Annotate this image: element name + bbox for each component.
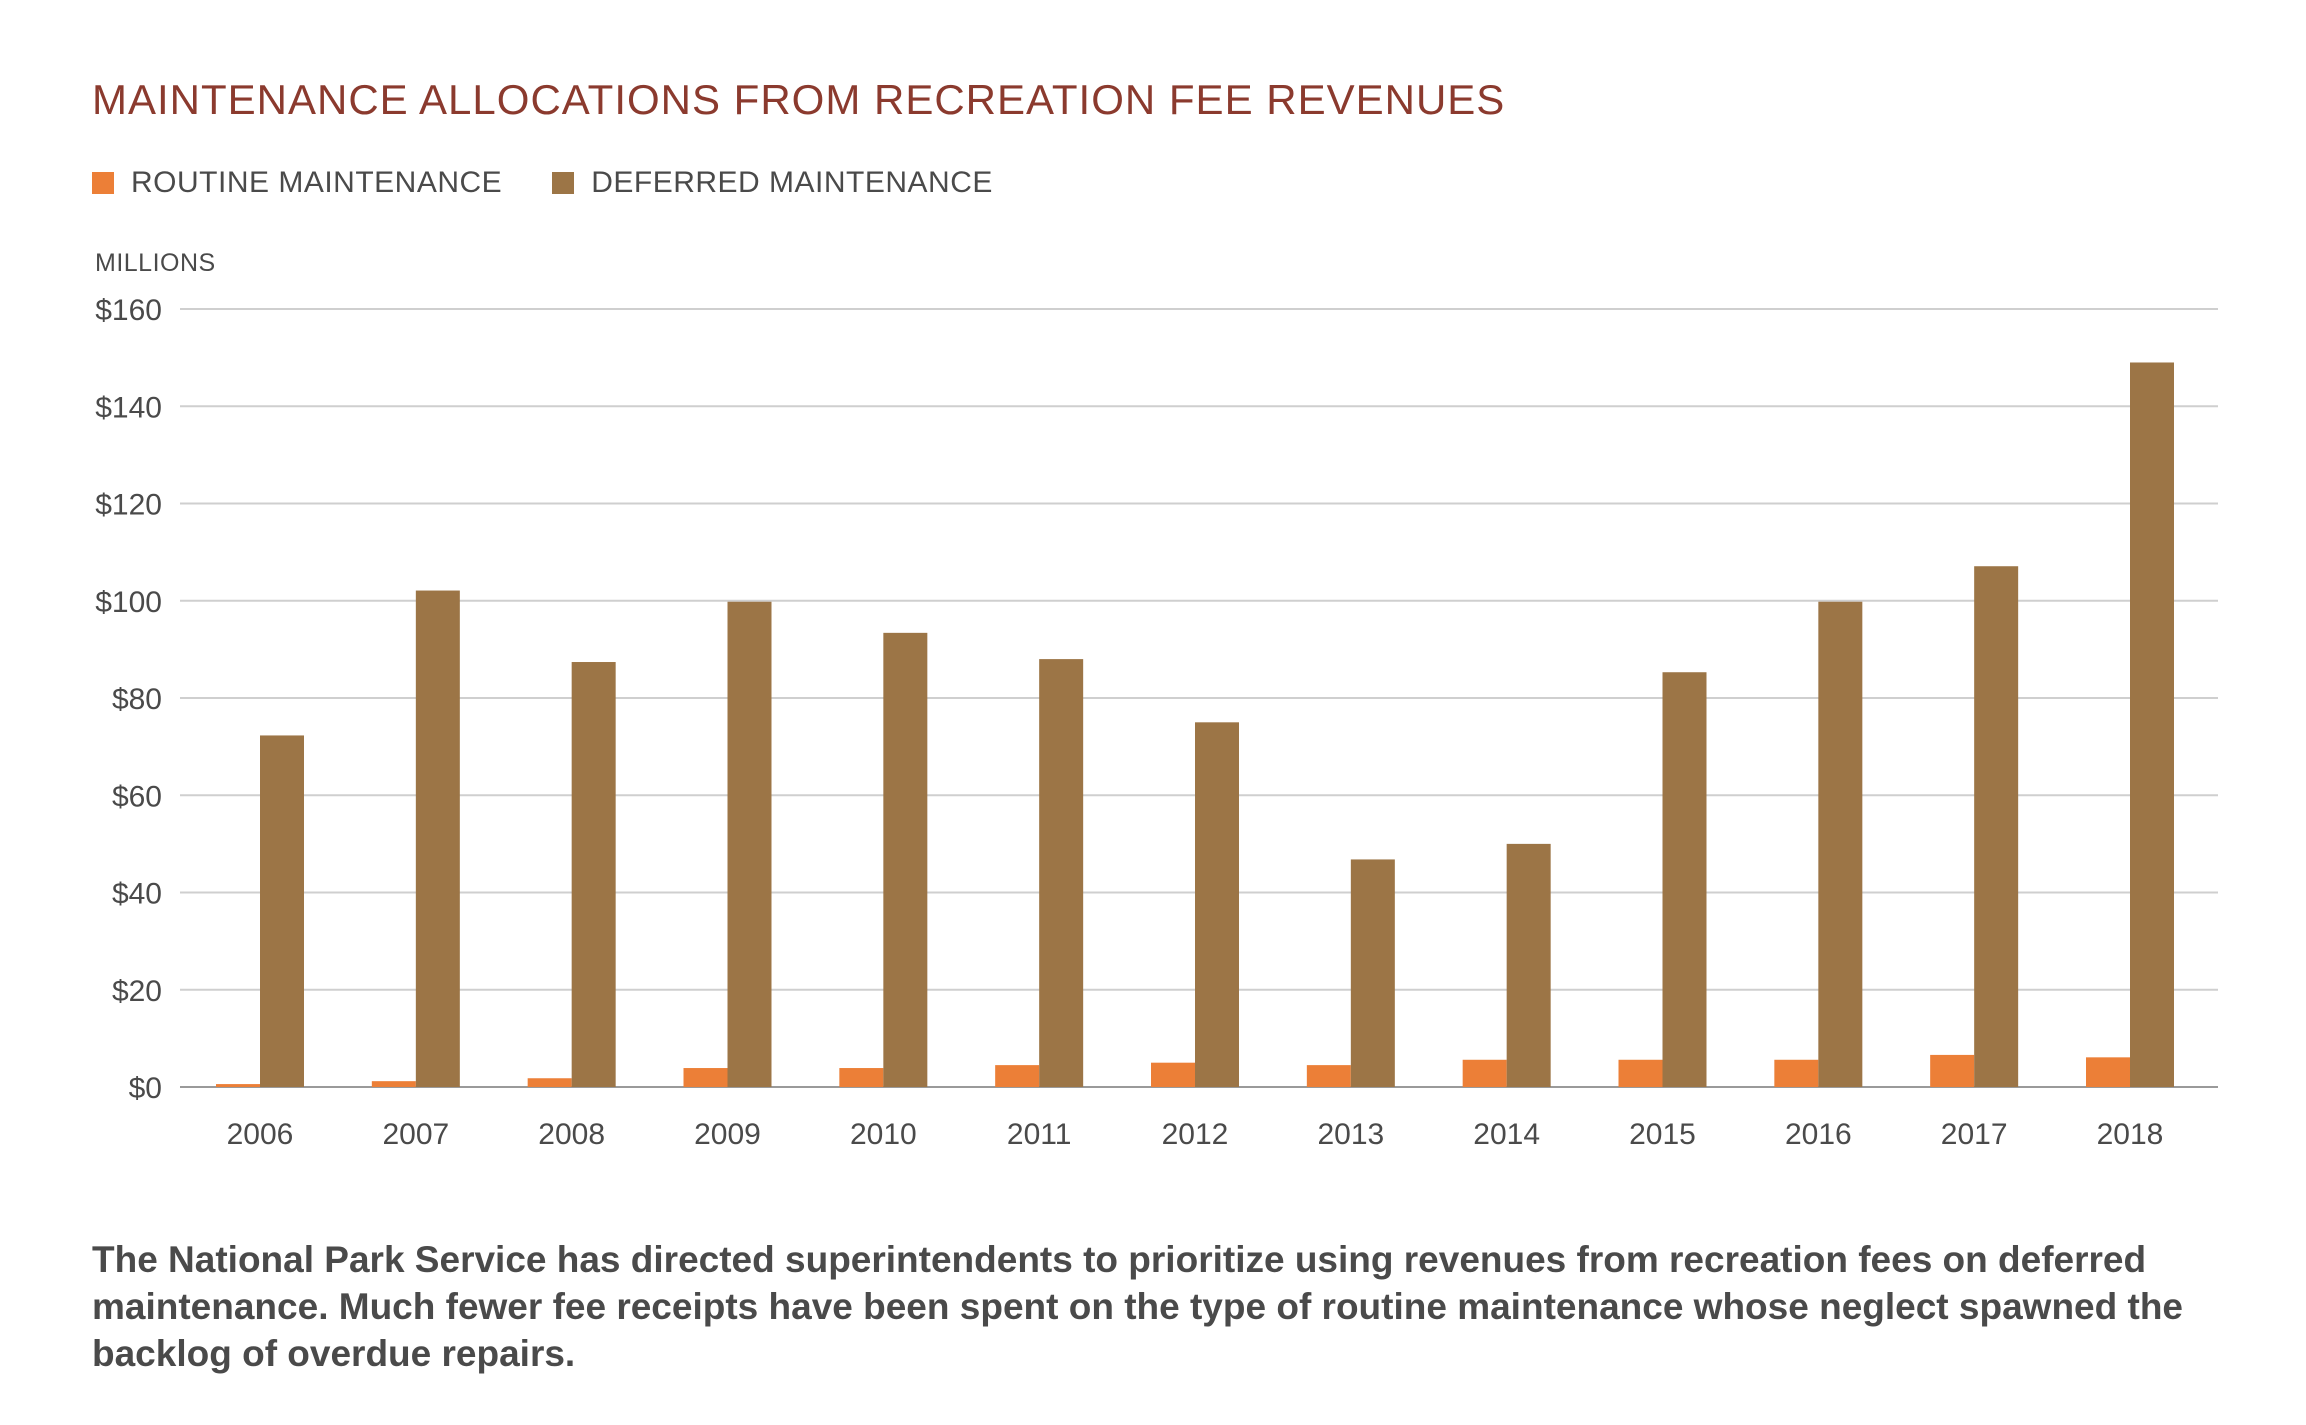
legend-swatch-deferred [552, 172, 575, 194]
y-axis-ticks: $0 $20 $40 $60 $80 $100 $120 $140 $160 [95, 294, 162, 1105]
x-tick-label: 2011 [1007, 1118, 1072, 1151]
bars [216, 362, 2174, 1087]
x-tick-label: 2018 [2097, 1118, 2164, 1151]
bar-deferred-2009 [727, 601, 772, 1087]
bar-routine-2015 [1618, 1059, 1663, 1087]
y-tick-label: $20 [112, 975, 162, 1008]
legend-swatch-routine [92, 172, 114, 194]
bar-deferred-2015 [1662, 672, 1707, 1087]
bar-deferred-2007 [415, 590, 460, 1087]
bar-routine-2010 [839, 1068, 884, 1087]
x-tick-label: 2008 [538, 1118, 605, 1151]
y-tick-label: $0 [129, 1072, 162, 1105]
y-tick-label: $40 [112, 878, 162, 911]
bar-deferred-2010 [883, 632, 928, 1087]
legend-item-deferred: DEFERRED MAINTENANCE [552, 166, 993, 200]
x-tick-label: 2013 [1317, 1118, 1384, 1151]
x-tick-label: 2009 [694, 1118, 761, 1151]
bar-deferred-2013 [1350, 859, 1395, 1087]
bar-routine-2011 [995, 1065, 1040, 1087]
bar-deferred-2017 [1974, 566, 2019, 1087]
x-tick-label: 2017 [1941, 1118, 2008, 1151]
y-tick-label: $120 [95, 489, 162, 522]
bar-routine-2017 [1930, 1054, 1975, 1087]
chart-title: MAINTENANCE ALLOCATIONS FROM RECREATION … [92, 76, 1506, 123]
bar-deferred-2006 [260, 735, 304, 1087]
bar-chart: MILLIONS $0$20$40$60$80$100$120$140$160 … [95, 249, 2218, 1151]
legend-item-routine: ROUTINE MAINTENANCE [92, 166, 502, 200]
y-tick-label: $100 [95, 586, 162, 619]
bar-routine-2013 [1306, 1065, 1351, 1087]
x-tick-label: 2014 [1473, 1118, 1540, 1151]
legend-label-deferred: DEFERRED MAINTENANCE [591, 166, 993, 199]
legend-label-routine: ROUTINE MAINTENANCE [131, 166, 503, 199]
bar-routine-2006 [216, 1084, 260, 1087]
x-tick-label: 2012 [1162, 1118, 1229, 1151]
y-axis-unit-label: MILLIONS [95, 249, 216, 277]
bar-routine-2007 [371, 1081, 416, 1087]
bar-deferred-2014 [1506, 843, 1551, 1087]
caption: The National Park Service has directed s… [92, 1239, 2184, 1374]
y-tick-label: $80 [112, 683, 162, 716]
bar-routine-2012 [1151, 1062, 1195, 1087]
x-axis-ticks: 2006 2007 2008 2009 2010 2011 2012 2013 2014 2015… [227, 1118, 2164, 1151]
y-tick-label: $60 [112, 780, 162, 813]
x-tick-label: 2007 [382, 1118, 449, 1151]
bar-deferred-2012 [1195, 722, 1239, 1087]
bar-routine-2018 [2086, 1057, 2130, 1087]
bar-routine-2008 [527, 1078, 572, 1087]
y-tick-label: $160 [95, 294, 162, 327]
x-tick-label: 2006 [227, 1118, 294, 1151]
bar-routine-2009 [683, 1068, 728, 1087]
bar-deferred-2018 [2130, 362, 2174, 1087]
bar-deferred-2011 [1039, 659, 1084, 1087]
x-tick-label: 2015 [1629, 1118, 1696, 1151]
y-tick-label: $140 [95, 391, 162, 424]
bar-routine-2016 [1774, 1059, 1819, 1087]
x-tick-label: 2016 [1785, 1118, 1852, 1151]
bar-deferred-2008 [571, 662, 616, 1087]
bar-deferred-2016 [1818, 601, 1863, 1087]
bar-routine-2014 [1462, 1059, 1507, 1087]
x-tick-label: 2010 [850, 1118, 917, 1151]
legend: ROUTINE MAINTENANCE DEFERRED MAINTENANCE [92, 166, 1043, 200]
